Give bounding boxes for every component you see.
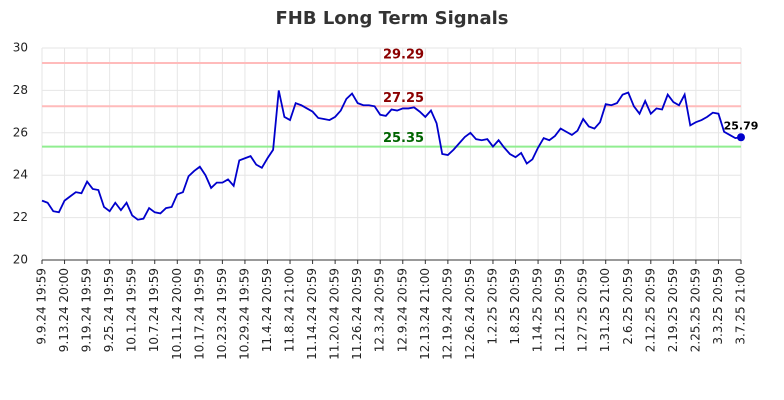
y-tick-label: 28 (13, 83, 28, 97)
signal-label: 27.25 (383, 91, 424, 106)
x-tick-label: 1.8.25 20:59 (508, 268, 522, 345)
x-tick-label: 10.11.24 20:00 (170, 268, 184, 360)
x-tick-label: 2.25.25 20:59 (688, 268, 702, 352)
last-point (737, 133, 745, 142)
x-tick-label: 11.26.24 20:59 (350, 268, 364, 360)
signal-label: 25.35 (383, 131, 424, 146)
x-tick-label: 3.7.25 21:00 (734, 268, 748, 345)
x-tick-label: 1.14.25 20:59 (531, 268, 545, 352)
x-tick-label: 12.26.24 20:59 (463, 268, 477, 360)
x-tick-label: 2.12.25 20:59 (643, 268, 657, 352)
x-tick-label: 1.2.25 20:59 (485, 268, 499, 345)
x-tick-label: 9.25.24 19:59 (102, 268, 116, 352)
x-tick-label: 10.23.24 19:59 (215, 268, 229, 360)
x-tick-label: 10.7.24 19:59 (147, 268, 161, 352)
x-tick-label: 1.21.25 20:59 (553, 268, 567, 352)
x-tick-label: 10.17.24 19:59 (192, 268, 206, 360)
x-tick-label: 12.13.24 21:00 (418, 268, 432, 360)
x-tick-label: 12.19.24 20:59 (440, 268, 454, 360)
x-tick-label: 9.19.24 19:59 (80, 268, 94, 352)
y-tick-label: 20 (13, 253, 28, 267)
x-tick-label: 9.13.24 20:00 (57, 268, 71, 352)
x-tick-label: 10.29.24 19:59 (237, 268, 251, 360)
y-tick-label: 30 (13, 41, 28, 55)
y-tick-label: 22 (13, 210, 28, 224)
x-tick-label: 12.3.24 20:59 (373, 268, 387, 352)
x-tick-label: 10.1.24 19:59 (125, 268, 139, 352)
signal-label: 29.29 (383, 48, 424, 63)
x-tick-label: 1.31.25 21:00 (598, 268, 612, 352)
x-tick-label: 11.8.24 21:00 (283, 268, 297, 352)
x-tick-label: 12.9.24 20:59 (395, 268, 409, 352)
x-tick-label: 2.19.25 20:59 (666, 268, 680, 352)
x-tick-label: 2.6.25 20:59 (621, 268, 635, 345)
x-tick-label: 11.14.24 20:59 (305, 268, 319, 360)
series-line (41, 90, 742, 221)
y-tick-label: 26 (13, 125, 28, 139)
chart-title: FHB Long Term Signals (275, 8, 508, 29)
x-tick-label: 9.9.24 19:59 (35, 268, 49, 345)
x-tick-label: 11.20.24 20:59 (328, 268, 342, 360)
last-value-label: 25.79 (724, 119, 759, 132)
x-tick-label: 11.4.24 20:59 (260, 268, 274, 352)
y-tick-label: 24 (13, 168, 28, 182)
x-tick-label: 3.3.25 20:59 (711, 268, 725, 345)
x-tick-label: 1.27.25 20:59 (576, 268, 590, 352)
